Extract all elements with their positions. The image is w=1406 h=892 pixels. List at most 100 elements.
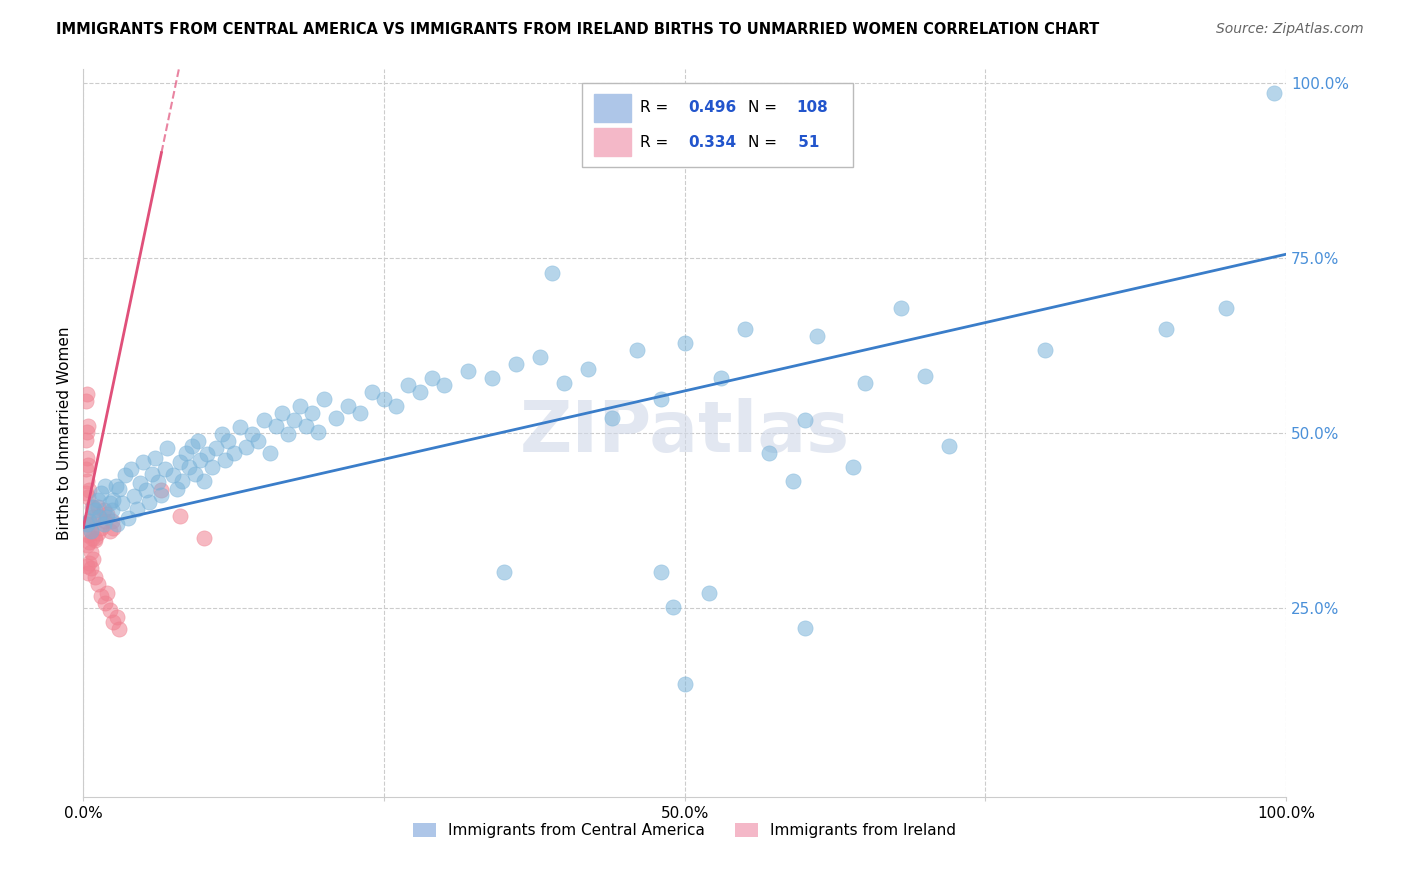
Point <box>76 450 98 465</box>
Point <box>228 420 250 434</box>
Point <box>195 447 218 461</box>
Point <box>806 329 828 343</box>
Point <box>79 514 101 528</box>
Point <box>204 442 226 456</box>
Point <box>494 565 516 579</box>
Point <box>105 517 128 532</box>
Point <box>76 474 98 488</box>
Point <box>79 524 101 538</box>
Point <box>87 500 110 514</box>
Point <box>84 533 107 547</box>
Legend: Immigrants from Central America, Immigrants from Ireland: Immigrants from Central America, Immigra… <box>406 817 963 845</box>
Point <box>138 494 160 508</box>
Point <box>79 483 101 498</box>
Bar <box>595 128 630 156</box>
Point <box>90 589 112 603</box>
Point <box>80 531 103 545</box>
Point <box>385 400 408 414</box>
Point <box>98 524 121 538</box>
Point <box>82 500 104 514</box>
Point <box>77 458 100 472</box>
Point <box>108 622 131 636</box>
Point <box>76 425 98 439</box>
Point <box>336 400 359 414</box>
Point <box>101 503 124 517</box>
Point <box>174 445 197 459</box>
Point <box>75 433 97 447</box>
Point <box>253 413 276 427</box>
Point <box>890 301 912 316</box>
Point <box>650 392 672 407</box>
Point <box>602 410 624 425</box>
Point <box>170 474 193 488</box>
Point <box>156 442 179 456</box>
Point <box>87 492 110 507</box>
Point <box>75 462 97 476</box>
Point <box>853 376 876 390</box>
Text: 0.334: 0.334 <box>688 135 737 150</box>
Point <box>117 511 139 525</box>
Point <box>114 468 136 483</box>
Point <box>1035 343 1057 358</box>
Point <box>103 520 125 534</box>
Point <box>120 462 142 476</box>
Point <box>325 410 347 425</box>
Point <box>914 368 936 383</box>
Point <box>294 419 316 434</box>
Point <box>98 496 121 510</box>
Point <box>361 385 384 400</box>
Point <box>222 445 245 459</box>
Point <box>82 510 104 524</box>
Point <box>90 520 112 534</box>
Point <box>93 503 115 517</box>
Point <box>288 400 311 414</box>
Point <box>782 474 804 488</box>
Point <box>180 439 202 453</box>
Point <box>79 524 101 538</box>
Point <box>87 576 110 591</box>
Point <box>217 434 239 449</box>
Point <box>76 538 98 552</box>
Text: IMMIGRANTS FROM CENTRAL AMERICA VS IMMIGRANTS FROM IRELAND BIRTHS TO UNMARRIED W: IMMIGRANTS FROM CENTRAL AMERICA VS IMMIG… <box>56 22 1099 37</box>
Point <box>127 501 149 516</box>
Point <box>277 427 299 442</box>
Point <box>90 485 112 500</box>
Point <box>94 478 117 492</box>
Point <box>301 406 323 420</box>
Point <box>104 478 127 492</box>
Point <box>145 450 167 465</box>
Point <box>433 378 456 392</box>
Point <box>122 489 145 503</box>
Point <box>79 534 101 549</box>
Point <box>697 586 720 600</box>
Point <box>240 427 263 442</box>
Point <box>842 459 865 474</box>
Point <box>578 361 600 376</box>
Point <box>108 482 131 496</box>
Point <box>420 371 443 385</box>
Point <box>214 452 236 467</box>
Point <box>111 496 134 510</box>
Text: 0.496: 0.496 <box>688 100 737 115</box>
Point <box>661 599 683 614</box>
Point <box>150 483 173 498</box>
Point <box>710 371 733 385</box>
Point <box>938 439 960 453</box>
Point <box>98 602 121 616</box>
Point <box>235 440 257 454</box>
Point <box>396 378 419 392</box>
Text: R =: R = <box>640 100 673 115</box>
Point <box>166 482 188 496</box>
Point <box>76 517 98 532</box>
Point <box>162 468 184 483</box>
Point <box>76 559 98 574</box>
Point <box>481 371 503 385</box>
Point <box>626 343 648 358</box>
Point <box>150 488 173 502</box>
Point <box>211 427 233 442</box>
Point <box>270 406 292 420</box>
Point <box>77 491 100 505</box>
FancyBboxPatch shape <box>582 83 853 167</box>
Point <box>96 510 118 524</box>
Text: Source: ZipAtlas.com: Source: ZipAtlas.com <box>1216 22 1364 37</box>
